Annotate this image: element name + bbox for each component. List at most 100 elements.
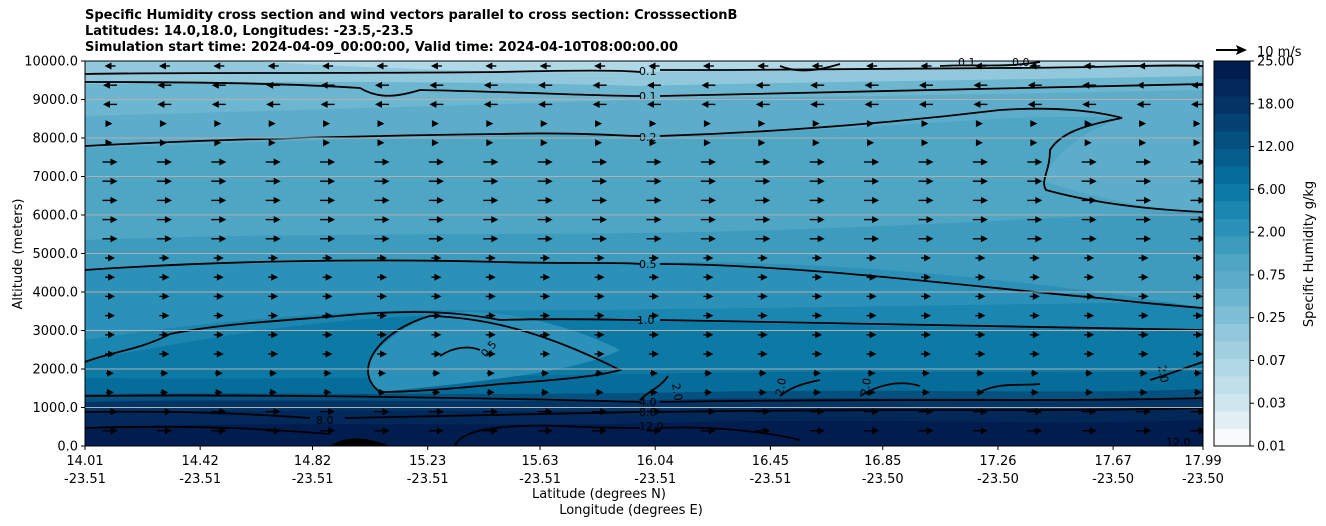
wind-vector-head: [161, 369, 169, 377]
wind-vector-head: [108, 350, 115, 358]
wind-vector-head: [763, 216, 771, 224]
wind-vector-head: [1027, 100, 1035, 108]
wind-vector-head: [869, 312, 877, 320]
x-tick-label-lat: 15.23: [409, 454, 446, 469]
wind-vector-head: [600, 235, 608, 243]
wind-vector-head: [815, 350, 823, 358]
wind-vector-head: [104, 62, 112, 70]
contour-2-0-e: [1149, 361, 1203, 381]
wind-vector-head: [812, 120, 820, 128]
wind-vector-head: [1198, 216, 1203, 224]
wind-vector-head: [980, 216, 988, 224]
wind-vector-head: [110, 158, 118, 166]
wind-vector-head: [436, 408, 444, 416]
wind-vector-head: [869, 254, 877, 262]
wind-vector-head: [491, 158, 499, 166]
wind-vector-head: [648, 62, 656, 70]
wind-vector-head: [376, 62, 384, 70]
wind-vector-head: [382, 427, 390, 435]
wind-vector-head: [545, 196, 553, 204]
wind-vector-head: [708, 427, 716, 435]
wind-vector-head: [974, 62, 982, 70]
wind-vector-head: [211, 81, 219, 89]
wind-vector-head: [1136, 81, 1144, 89]
wind-vector-head: [325, 331, 333, 339]
wind-vector-head: [1141, 312, 1149, 320]
x-tick-label-lon: -23.51: [407, 472, 449, 487]
wind-vector-head: [267, 62, 275, 70]
wind-vector-head: [379, 369, 386, 377]
y-tick-label: 8000.0: [33, 132, 79, 147]
moist-pocket: [367, 311, 620, 392]
wind-vector-head: [487, 369, 495, 377]
x-tick-label-lat: 15.63: [521, 454, 558, 469]
wind-vector-head: [545, 235, 553, 243]
x-axis-ticks: 14.01 -23.51 14.42 -23.51 14.82 -23.51 15.23 -2…: [64, 446, 1224, 487]
wind-vector-head: [161, 388, 169, 396]
wind-vector-head: [1199, 447, 1206, 454]
wind-vector-head: [814, 388, 822, 396]
y-tick-label: 2000.0: [33, 363, 79, 378]
colorbar-tick-label: 0.03: [1257, 397, 1286, 412]
colorbar-tick-label: 12.00: [1257, 140, 1294, 155]
wind-vector-head: [706, 273, 714, 281]
wind-vector-head: [328, 235, 336, 243]
x-tick-label-lon: -23.51: [519, 472, 561, 487]
wind-vector-head: [271, 350, 279, 358]
wind-vector-head: [872, 447, 879, 454]
wind-vector-head: [872, 158, 880, 166]
x-tick-label-lon: -23.51: [292, 472, 334, 487]
colorbar-tick-label: 0.25: [1257, 311, 1286, 326]
wind-vector-head: [325, 273, 333, 281]
contour-label: 2.0: [669, 382, 685, 401]
wind-vector-head: [382, 196, 390, 204]
wind-vector-head: [869, 331, 877, 339]
wind-vector-head: [108, 254, 115, 262]
wind-vector-head: [162, 331, 170, 339]
colorbar-frame: [1213, 60, 1251, 447]
wind-vector-head: [924, 312, 931, 320]
wind-vector-head: [651, 388, 658, 396]
wind-vector-head: [433, 388, 441, 396]
wind-vector-head: [488, 331, 496, 339]
chart-title-line-1: Specific Humidity cross section and wind…: [85, 8, 738, 23]
colorbar-segment: [1214, 148, 1250, 167]
wind-vector-head: [709, 447, 716, 454]
wind-vector-head: [164, 427, 172, 435]
colorbar-segment: [1214, 218, 1250, 237]
wind-vector-head: [216, 292, 224, 300]
wind-vector-head: [978, 292, 986, 300]
wind-vector-head: [488, 254, 496, 262]
wind-vector-head: [1090, 447, 1097, 454]
wind-vector-head: [383, 447, 390, 454]
wind-vector-head: [978, 331, 986, 339]
wind-vector-head: [219, 427, 227, 435]
wind-vector-head: [108, 312, 115, 320]
wind-vector-head: [1029, 62, 1037, 70]
wind-vector-head: [1084, 139, 1092, 147]
wind-vector-head: [543, 254, 551, 262]
colorbar-tick-label: 0.75: [1257, 268, 1286, 283]
wind-vector-head: [872, 235, 880, 243]
wind-vector-head: [436, 216, 444, 224]
wind-vector-head: [162, 292, 170, 300]
wind-vector-head: [1141, 254, 1149, 262]
wind-vector-head: [491, 427, 499, 435]
wind-vector-head: [434, 331, 442, 339]
x-tick-label-lat: 16.45: [752, 454, 789, 469]
wind-vector-head: [1035, 447, 1042, 454]
y-axis-label: Altitude (meters): [11, 199, 26, 310]
wind-vector-head: [108, 331, 115, 339]
wind-vector-head: [652, 331, 659, 339]
colorbar-segment: [1214, 236, 1250, 254]
wind-vector-head: [491, 235, 499, 243]
wind-legend-label: 10 m/s: [1257, 45, 1302, 60]
wind-vector-head: [1191, 81, 1198, 89]
wind-vector-head: [864, 81, 872, 89]
wind-vector-head: [159, 120, 167, 128]
wind-vector-head: [323, 139, 331, 147]
wind-vector-head: [375, 81, 382, 89]
wind-vector-head: [978, 254, 986, 262]
wind-vector-head: [817, 177, 825, 185]
wind-vector-head: [219, 158, 227, 166]
